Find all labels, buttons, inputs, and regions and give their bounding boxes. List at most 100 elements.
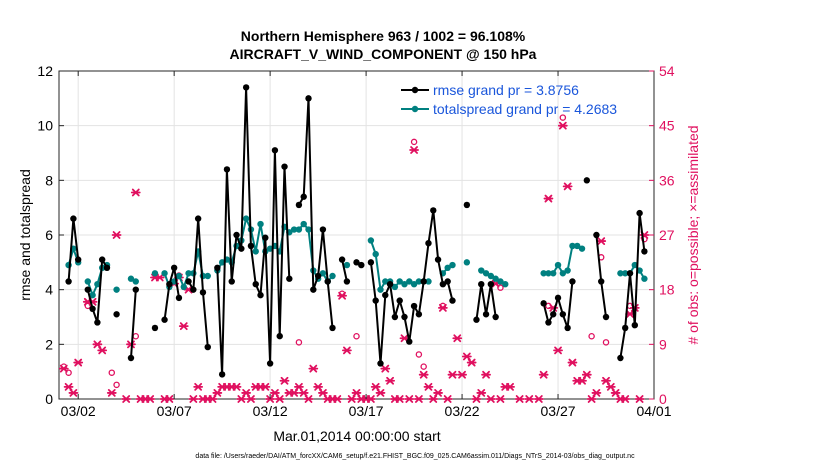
y-tick-label-left: 10 [37, 118, 53, 134]
legend: rmse grand pr = 3.8756 totalspread grand… [401, 82, 617, 117]
obs-assimilated-point [351, 389, 362, 397]
rmse-point [84, 286, 91, 293]
spread-point [94, 281, 101, 288]
rmse-point [540, 300, 547, 307]
y-tick-label-right: 54 [659, 63, 675, 79]
rmse-point [343, 278, 351, 285]
obs-assimilated-point [634, 395, 645, 403]
x-tick-label: 03/17 [349, 403, 384, 419]
spread-point [89, 291, 96, 299]
obs-assimilated-point [318, 389, 328, 397]
obs-assimilated-point [385, 376, 395, 385]
spread-point [502, 281, 509, 288]
rmse-point [233, 231, 240, 239]
obs-assimilated-point [442, 395, 453, 403]
obs-assimilated-point [294, 382, 304, 391]
obs-assimilated-point [543, 194, 554, 203]
rmse-point [218, 371, 226, 378]
rmse-point [185, 278, 192, 285]
spread-point [391, 283, 399, 291]
x-tick-label: 03/02 [61, 403, 96, 419]
legend-rmse-label: rmse grand pr = 3.8756 [433, 82, 579, 98]
spread-point [406, 278, 413, 285]
obs-assimilated-point [274, 395, 285, 403]
rmse-point [410, 302, 418, 310]
rmse-point [550, 311, 557, 318]
spread-point [319, 270, 327, 277]
obs-assimilated-point [596, 237, 607, 245]
rmse-point [314, 272, 322, 280]
x-tick-label: 03/12 [253, 403, 288, 419]
spread-point [151, 270, 159, 277]
rmse-point [487, 281, 495, 288]
x-tick-label: 03/27 [541, 403, 576, 419]
spread-point [290, 226, 298, 233]
obs-assimilated-point [601, 376, 611, 385]
obs-assimilated-point [308, 364, 319, 373]
spread-point [382, 278, 389, 285]
rmse-point [65, 278, 72, 285]
obs-assimilated-point [92, 340, 103, 349]
rmse-point [593, 231, 600, 239]
rmse-point [199, 289, 207, 296]
spread-point [554, 261, 562, 269]
obs-assimilated-point [298, 389, 309, 397]
rmse-point [377, 360, 384, 367]
spread-point [569, 242, 576, 250]
rmse-point [132, 286, 139, 293]
rmse-point [113, 311, 120, 318]
y-tick-label-right: 0 [659, 391, 667, 407]
rmse-point [175, 294, 183, 302]
rmse-point [262, 234, 269, 241]
obs-possible-point [641, 235, 648, 243]
obs-assimilated-point [577, 376, 587, 385]
x-tick-label: 04/01 [636, 403, 671, 419]
rmse-point [602, 313, 610, 321]
spread-point [252, 248, 259, 255]
spread-point [410, 281, 418, 288]
obs-assimilated-point [73, 358, 84, 367]
y-tick-label-left: 12 [37, 63, 53, 79]
rmse-point [463, 201, 471, 209]
obs-assimilated-point [605, 382, 616, 391]
spread-point [377, 286, 384, 293]
spread-point [113, 286, 120, 293]
spread-point [401, 281, 408, 288]
obs-assimilated-point [533, 395, 544, 403]
y-tick-label-right: 27 [659, 227, 675, 243]
spread-point [132, 278, 139, 285]
rmse-point [492, 313, 499, 321]
obs-assimilated-point [106, 389, 117, 397]
y-axis-label-right: # of obs: o=possible; ×=assimilated [685, 125, 701, 344]
x-tick-label: 03/22 [445, 403, 480, 419]
obs-assimilated-point [423, 382, 434, 391]
obs-assimilated-point [418, 370, 429, 379]
spread-point [300, 220, 307, 228]
rmse-point [583, 177, 591, 184]
rmse-point [391, 313, 399, 321]
spread-point [242, 215, 250, 222]
obs-assimilated-point [154, 273, 165, 282]
obs-assimilated-point [188, 395, 199, 403]
obs-assimilated-point [164, 395, 175, 403]
obs-assimilated-point [404, 395, 415, 403]
spread-point [161, 270, 168, 277]
spread-point [425, 278, 432, 285]
obs-assimilated-point [58, 364, 69, 373]
rmse-point [329, 324, 336, 332]
obs-possible-point [295, 339, 303, 346]
spread-point [492, 275, 499, 282]
y-tick-label-left: 2 [45, 336, 53, 352]
rmse-point [247, 242, 255, 250]
obs-assimilated-point [457, 370, 467, 379]
obs-assimilated-point [538, 370, 549, 379]
spread-point [305, 226, 312, 233]
obs-assimilated-point [567, 358, 578, 367]
rmse-point [439, 281, 447, 288]
spread-point [622, 270, 629, 277]
y-tick-label-right: 18 [659, 282, 675, 298]
spread-point [482, 270, 490, 277]
rmse-point [372, 297, 379, 304]
chart-title-line-2: AIRCRAFT_V_WIND_COMPONENT @ 150 hPa [230, 46, 537, 62]
